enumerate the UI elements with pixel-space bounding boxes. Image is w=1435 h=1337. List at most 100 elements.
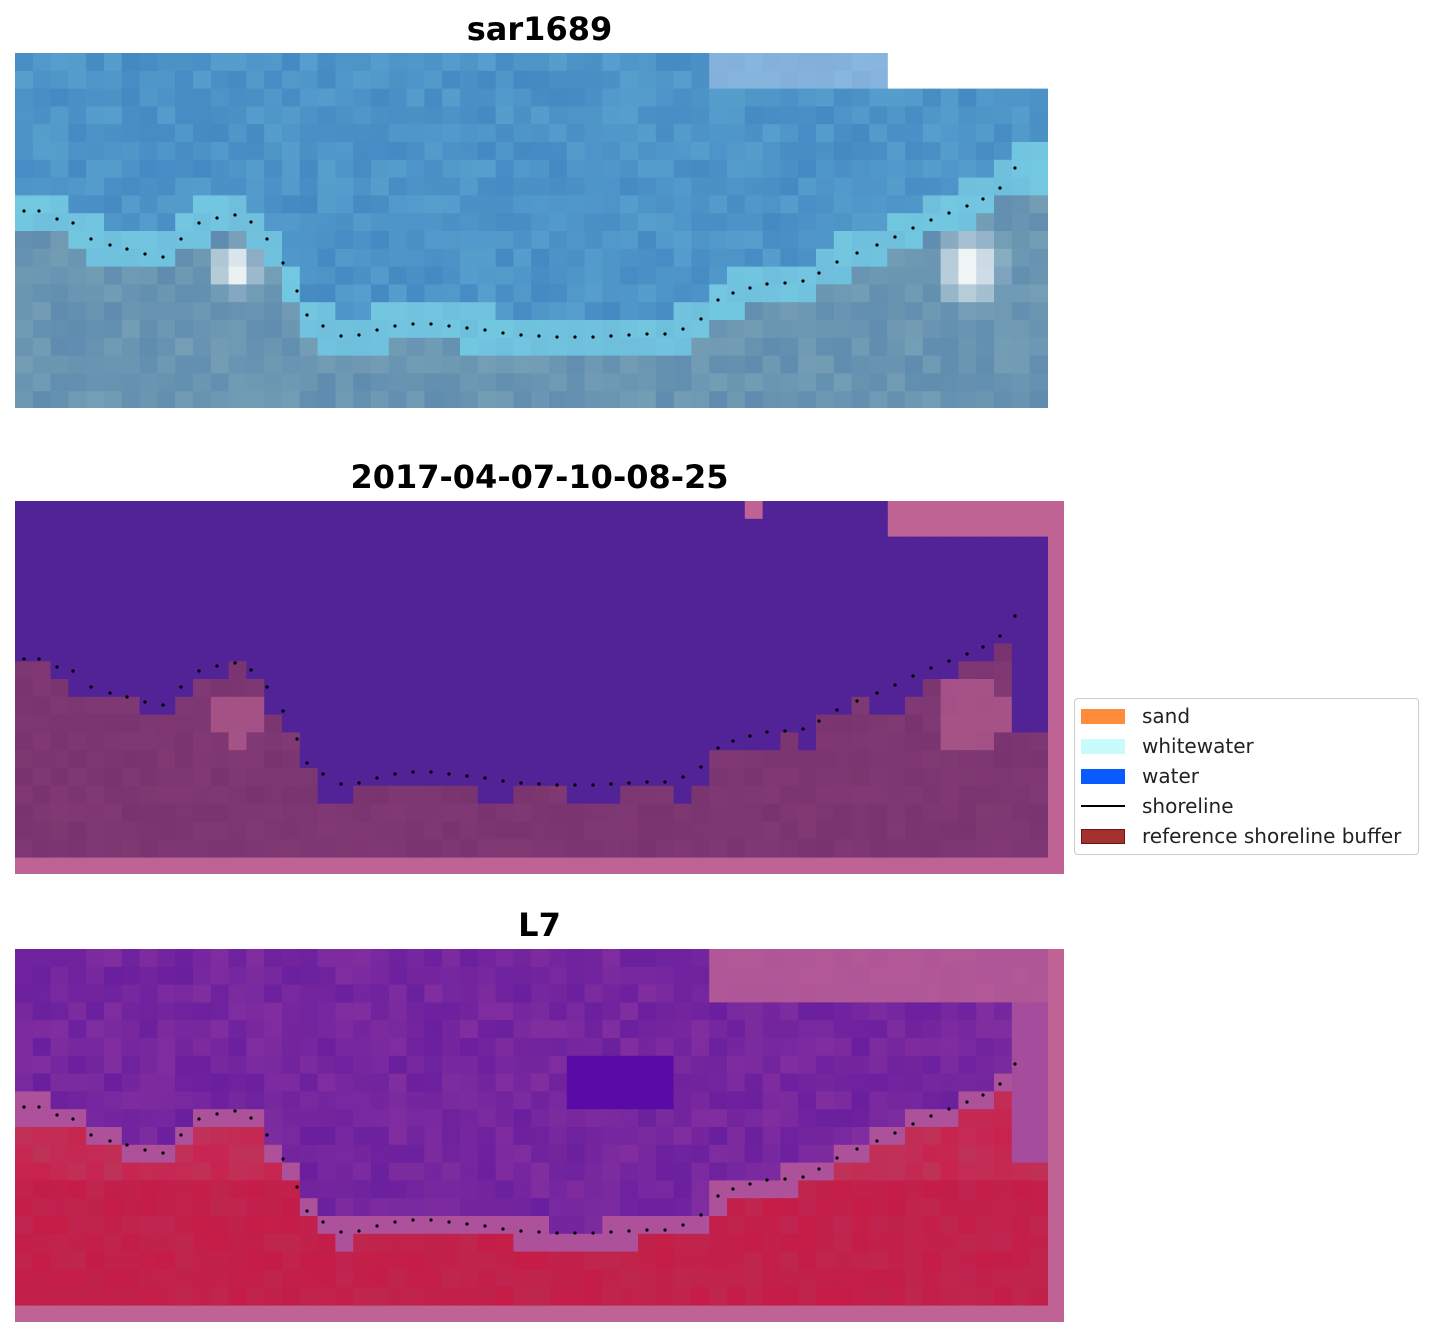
image-pixel bbox=[68, 1162, 87, 1181]
image-pixel bbox=[976, 966, 995, 986]
image-pixel bbox=[495, 1127, 514, 1146]
image-pixel bbox=[104, 1198, 123, 1217]
image-pixel bbox=[1011, 284, 1031, 303]
image-pixel bbox=[157, 625, 176, 644]
image-pixel bbox=[299, 984, 319, 1003]
image-pixel bbox=[816, 266, 835, 285]
shoreline-point bbox=[501, 331, 505, 335]
image-pixel bbox=[638, 643, 657, 662]
image-pixel bbox=[68, 1109, 87, 1128]
image-pixel bbox=[175, 643, 194, 662]
image-pixel bbox=[157, 750, 176, 769]
image-pixel bbox=[994, 337, 1013, 357]
image-pixel bbox=[638, 518, 657, 538]
image-pixel bbox=[86, 821, 105, 840]
image-pixel bbox=[638, 1198, 657, 1217]
image-pixel bbox=[566, 1198, 586, 1217]
shoreline-point bbox=[591, 1231, 595, 1235]
image-pixel bbox=[104, 839, 123, 858]
image-pixel bbox=[976, 337, 995, 357]
image-pixel bbox=[1029, 803, 1048, 822]
image-pixel bbox=[68, 821, 87, 840]
image-pixel bbox=[976, 803, 995, 822]
image-pixel bbox=[922, 320, 942, 339]
image-pixel bbox=[460, 142, 479, 161]
image-pixel bbox=[940, 355, 959, 374]
shoreline-point bbox=[965, 204, 969, 208]
image-pixel bbox=[246, 536, 265, 555]
image-pixel bbox=[282, 53, 301, 72]
image-pixel bbox=[157, 1109, 176, 1128]
image-pixel bbox=[353, 949, 372, 968]
image-pixel bbox=[869, 966, 888, 986]
image-pixel bbox=[246, 1020, 265, 1039]
image-pixel bbox=[709, 949, 728, 968]
image-pixel bbox=[495, 1198, 514, 1217]
image-pixel bbox=[210, 106, 230, 125]
image-pixel bbox=[727, 714, 746, 733]
image-pixel bbox=[816, 1091, 835, 1110]
image-pixel bbox=[994, 643, 1013, 662]
image-pixel bbox=[264, 177, 283, 196]
image-pixel bbox=[495, 785, 514, 805]
image-pixel bbox=[833, 1144, 853, 1164]
image-pixel bbox=[460, 732, 479, 751]
image-pixel bbox=[531, 320, 550, 339]
image-pixel bbox=[709, 88, 728, 107]
image-pixel bbox=[282, 391, 301, 408]
image-pixel bbox=[32, 337, 52, 357]
image-pixel bbox=[15, 177, 34, 196]
image-pixel bbox=[620, 266, 639, 285]
image-pixel bbox=[727, 302, 746, 321]
image-pixel bbox=[104, 1127, 123, 1146]
image-pixel bbox=[691, 984, 710, 1003]
image-pixel bbox=[709, 1198, 728, 1217]
image-pixel bbox=[851, 839, 870, 858]
image-pixel bbox=[833, 679, 853, 698]
image-pixel bbox=[50, 1038, 69, 1057]
image-pixel bbox=[477, 248, 497, 268]
image-pixel bbox=[673, 839, 692, 858]
image-pixel bbox=[50, 625, 69, 644]
image-pixel bbox=[1029, 984, 1048, 1003]
image-pixel bbox=[264, 1020, 283, 1039]
image-pixel bbox=[157, 106, 176, 125]
image-pixel bbox=[388, 1020, 408, 1039]
image-pixel bbox=[780, 248, 799, 268]
image-pixel bbox=[584, 142, 603, 161]
image-pixel bbox=[744, 643, 764, 662]
image-pixel bbox=[139, 803, 158, 822]
image-pixel bbox=[193, 1109, 212, 1128]
shoreline-point bbox=[875, 243, 879, 247]
image-pixel bbox=[691, 518, 710, 538]
image-pixel bbox=[513, 320, 532, 339]
image-pixel bbox=[638, 1038, 657, 1057]
image-pixel bbox=[584, 1233, 603, 1253]
image-pixel bbox=[655, 643, 675, 662]
image-pixel bbox=[406, 625, 425, 644]
image-pixel bbox=[371, 177, 390, 196]
image-pixel bbox=[531, 590, 550, 609]
image-pixel bbox=[709, 1038, 728, 1057]
image-pixel bbox=[442, 661, 461, 680]
image-pixel bbox=[299, 106, 319, 125]
image-pixel bbox=[1011, 391, 1031, 408]
image-pixel bbox=[175, 768, 194, 787]
image-pixel bbox=[549, 53, 568, 72]
image-pixel bbox=[1029, 355, 1048, 374]
image-pixel bbox=[620, 1002, 639, 1021]
image-pixel bbox=[958, 266, 977, 285]
image-pixel bbox=[193, 732, 212, 751]
image-pixel bbox=[816, 554, 835, 573]
image-pixel bbox=[121, 1287, 141, 1306]
image-pixel bbox=[1011, 696, 1031, 716]
image-pixel bbox=[442, 266, 461, 285]
image-pixel bbox=[477, 785, 497, 805]
image-pixel bbox=[709, 124, 728, 143]
image-pixel bbox=[50, 1002, 69, 1021]
image-pixel bbox=[566, 159, 586, 179]
image-pixel bbox=[50, 1162, 69, 1181]
image-pixel bbox=[816, 1127, 835, 1146]
image-pixel bbox=[104, 1055, 123, 1075]
image-pixel bbox=[620, 391, 639, 408]
